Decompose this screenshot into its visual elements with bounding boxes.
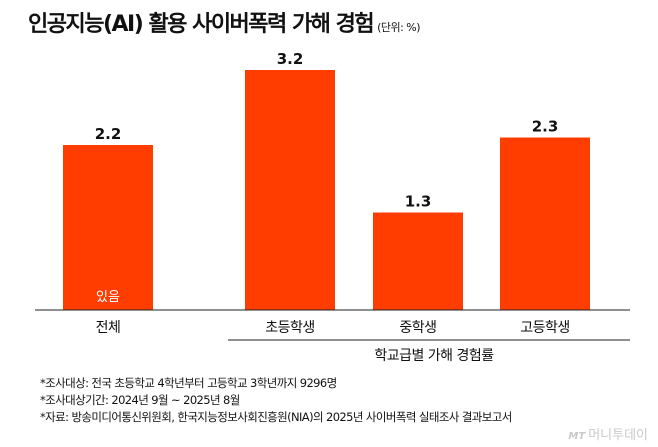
chart-header: 인공지능(AI) 활용 사이버폭력 가해 경험 (단위: %): [28, 6, 421, 38]
bar-inner-label: 있음: [96, 290, 120, 305]
category-label-3: 고등학생: [520, 320, 570, 336]
unit-label: (단위: %): [377, 21, 421, 34]
watermark: MT 머니투데이: [568, 424, 648, 443]
value-label-3: 2.3: [532, 118, 559, 136]
value-label-2: 1.3: [405, 193, 432, 211]
value-label-0: 2.2: [95, 125, 122, 143]
value-label-1: 3.2: [277, 50, 304, 68]
category-label-1: 초등학생: [265, 320, 315, 336]
category-label-2: 중학생: [399, 320, 436, 336]
footnotes: *조사대상: 전국 초등학교 4학년부터 고등학교 3학년까지 9296명 *조…: [40, 375, 512, 426]
bar-2: [373, 212, 463, 310]
footnote-source: *자료: 방송미디어통신위원회, 한국지능정보사회진흥원(NIA)의 2025년…: [40, 410, 512, 424]
footnote-survey-period: *조사대상기간: 2024년 9월 ~ 2025년 8월: [40, 393, 240, 407]
group-label: 학교급별 가해 경험률: [374, 348, 494, 364]
category-label-0: 전체: [96, 320, 121, 336]
watermark-logo: MT: [568, 431, 586, 442]
bar-1: [245, 70, 335, 310]
footnote-survey-target: *조사대상: 전국 초등학교 4학년부터 고등학교 3학년까지 9296명: [40, 376, 337, 390]
bar-0: [63, 145, 153, 310]
bar-3: [500, 137, 590, 310]
chart-title: 인공지능(AI) 활용 사이버폭력 가해 경험: [28, 12, 375, 37]
watermark-text: 머니투데이: [588, 428, 648, 443]
